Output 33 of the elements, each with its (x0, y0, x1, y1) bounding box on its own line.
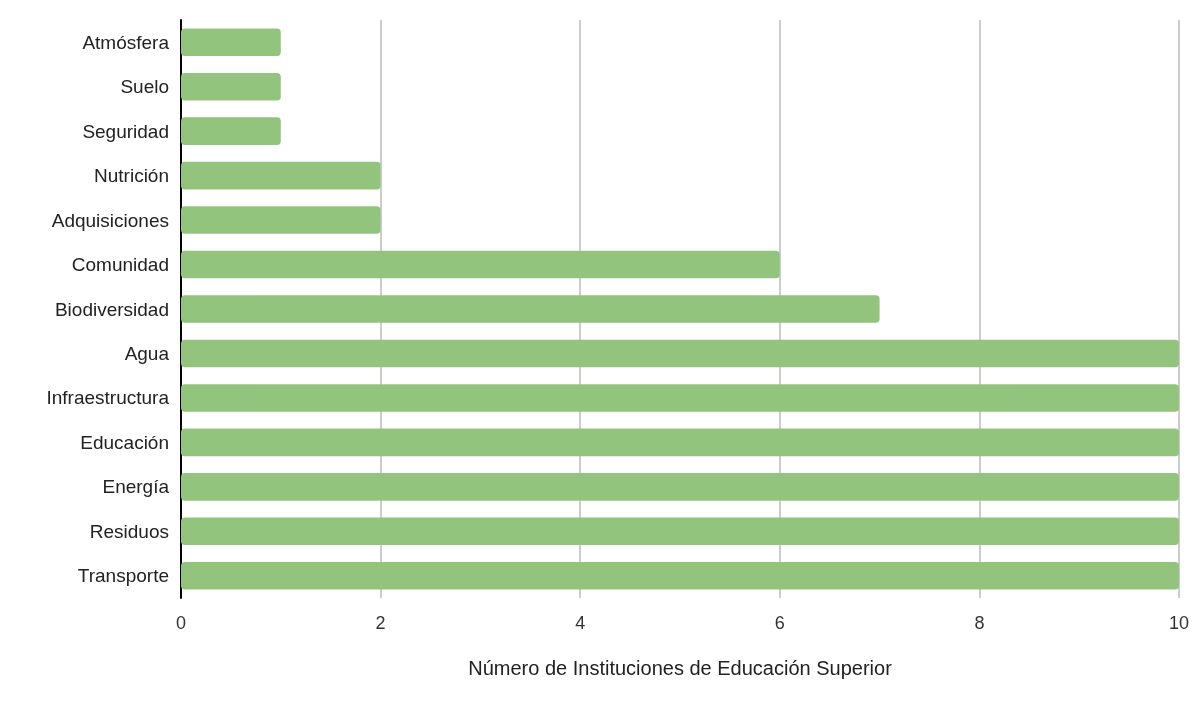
x-tick-label: 10 (1168, 613, 1190, 633)
x-axis-title: Número de Instituciones de Educación Superior (468, 657, 893, 679)
bar (181, 117, 281, 145)
bar (181, 384, 1179, 412)
bar (181, 339, 1179, 368)
y-tick-label: Atmósfera (82, 31, 170, 53)
x-tick-label: 0 (175, 613, 187, 633)
bar (181, 161, 381, 190)
bar (181, 295, 880, 323)
bar (181, 561, 1179, 590)
y-tick-label: Residuos (89, 520, 169, 542)
y-tick-label: Transporte (77, 565, 169, 587)
y-tick-label: Nutrición (94, 165, 169, 187)
y-tick-label: Energía (102, 476, 170, 498)
y-tick-label: Biodiversidad (54, 298, 169, 320)
y-tick-label: Seguridad (82, 120, 169, 142)
y-tick-label: Agua (124, 342, 170, 364)
bar (181, 473, 1179, 501)
bar (181, 72, 281, 101)
bar (181, 206, 381, 234)
y-tick-label: Suelo (120, 76, 169, 98)
bar (181, 428, 1179, 457)
bar (181, 250, 780, 279)
x-tick-label: 6 (774, 613, 785, 633)
y-tick-label: Comunidad (71, 254, 169, 276)
y-tick-label: Infraestructura (46, 387, 170, 409)
y-tick-label: Educación (80, 431, 169, 453)
y-tick-label: Adquisiciones (51, 209, 169, 231)
x-tick-label: 8 (974, 613, 985, 633)
bar (181, 517, 1179, 546)
x-tick-label: 2 (375, 613, 386, 633)
x-tick-label: 4 (575, 613, 586, 633)
bar (181, 28, 281, 57)
